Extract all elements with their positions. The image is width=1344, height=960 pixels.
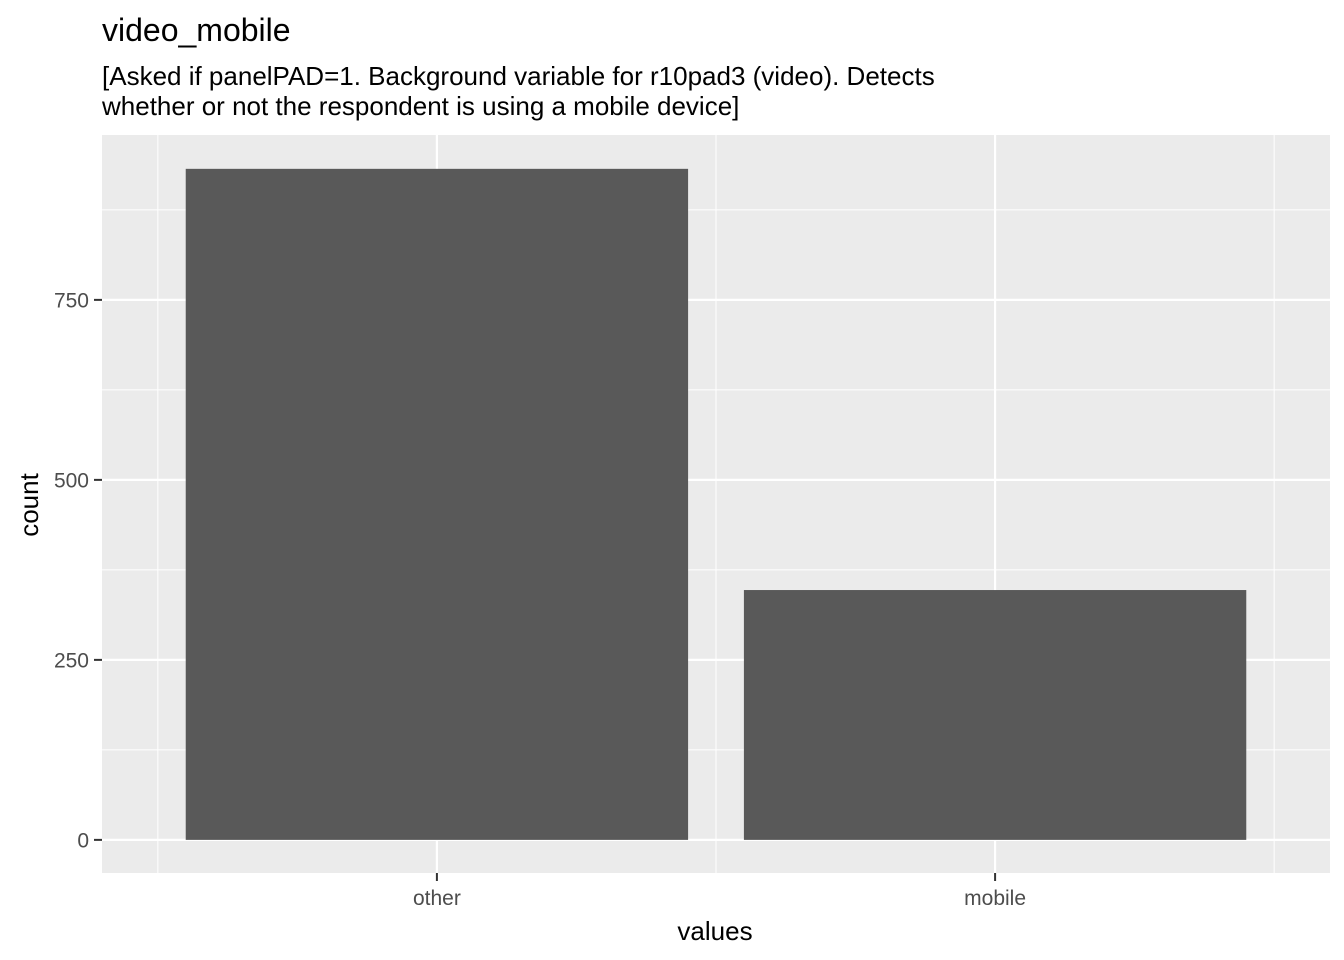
chart-title: video_mobile [102,12,291,48]
y-tick-label: 500 [54,469,89,492]
x-tick-label: mobile [964,887,1026,910]
axes: 0 250 500 750 other mobile [54,289,1026,910]
bar-other [185,168,689,840]
y-axis-title: count [14,472,44,536]
bars [185,168,1247,840]
chart-subtitle-line-1: [Asked if panelPAD=1. Background variabl… [102,61,935,91]
chart-subtitle-line-2: whether or not the respondent is using a… [101,91,739,121]
y-tick-label: 0 [77,829,89,852]
y-tick-label: 750 [54,289,89,312]
x-tick-label: other [413,887,461,910]
y-tick-label: 250 [54,649,89,672]
bar-mobile [743,590,1247,840]
x-axis-title: values [677,916,752,946]
